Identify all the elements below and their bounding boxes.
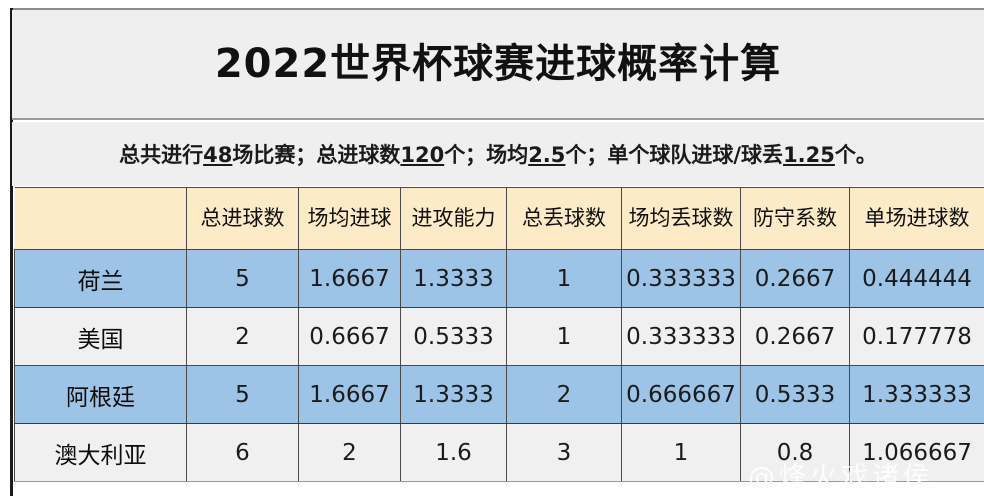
column-header-total-conceded[interactable]: 总丢球数 xyxy=(506,187,622,250)
cell-attack-power[interactable]: 0.5333 xyxy=(400,307,507,366)
cell-defense-coef[interactable]: 0.2667 xyxy=(740,249,850,308)
column-header-team[interactable] xyxy=(14,187,187,250)
cell-conceded-per-match[interactable]: 0.666667 xyxy=(621,365,741,424)
summary-part-5: 个。 xyxy=(834,143,877,167)
cell-conceded-per-match[interactable]: 0.333333 xyxy=(621,249,741,308)
title-band: 2022世界杯球赛进球概率计算 xyxy=(12,10,984,120)
summary-value-avg-goals: 2.5 xyxy=(528,143,566,167)
summary-part-2: 场比赛；总进球数 xyxy=(232,143,401,167)
cell-attack-power[interactable]: 1.3333 xyxy=(400,365,507,424)
table-row[interactable]: 荷兰 5 1.6667 1.3333 1 0.333333 0.2667 0.4… xyxy=(14,249,984,308)
cell-total-conceded[interactable]: 1 xyxy=(506,307,622,366)
summary-value-team-ratio: 1.25 xyxy=(783,143,835,167)
column-header-goals-per-match[interactable]: 场均进球 xyxy=(298,187,401,250)
cell-team[interactable]: 阿根廷 xyxy=(14,365,187,424)
column-header-total-goals[interactable]: 总进球数 xyxy=(186,187,299,250)
cell-team[interactable]: 荷兰 xyxy=(14,249,187,308)
page-title: 2022世界杯球赛进球概率计算 xyxy=(214,41,782,87)
cell-total-conceded[interactable]: 1 xyxy=(506,249,622,308)
stats-table: 总进球数 场均进球 进攻能力 总丢球数 场均丢球数 防守系数 单场进球数 荷兰 … xyxy=(14,187,984,482)
cell-goals-per-match[interactable]: 0.6667 xyxy=(298,307,401,366)
cell-total-conceded[interactable]: 3 xyxy=(506,423,622,482)
cell-goals-single-match[interactable]: 1.333333 xyxy=(849,365,984,424)
cell-goals-per-match[interactable]: 1.6667 xyxy=(298,365,401,424)
column-header-defense-coef[interactable]: 防守系数 xyxy=(740,187,850,250)
table-row[interactable]: 美国 2 0.6667 0.5333 1 0.333333 0.2667 0.1… xyxy=(14,307,984,366)
column-header-conceded-per-match[interactable]: 场均丢球数 xyxy=(621,187,741,250)
cell-goals-single-match[interactable]: 0.444444 xyxy=(849,249,984,308)
column-header-goals-single-match[interactable]: 单场进球数 xyxy=(849,187,984,250)
cell-goals-single-match[interactable]: 1.066667 xyxy=(849,423,984,482)
cell-conceded-per-match[interactable]: 0.333333 xyxy=(621,307,741,366)
summary-value-matches: 48 xyxy=(203,143,233,167)
table-row[interactable]: 阿根廷 5 1.6667 1.3333 2 0.666667 0.5333 1.… xyxy=(14,365,984,424)
cell-team[interactable]: 美国 xyxy=(14,307,187,366)
cell-total-conceded[interactable]: 2 xyxy=(506,365,622,424)
cell-conceded-per-match[interactable]: 1 xyxy=(621,423,741,482)
table-header-row: 总进球数 场均进球 进攻能力 总丢球数 场均丢球数 防守系数 单场进球数 xyxy=(14,187,984,250)
cell-goals-single-match[interactable]: 0.177778 xyxy=(849,307,984,366)
cell-attack-power[interactable]: 1.3333 xyxy=(400,249,507,308)
summary-text: 总共进行48场比赛；总进球数120个；场均2.5个；单个球队进球/球丢1.25个… xyxy=(119,139,877,169)
sheet-top-border xyxy=(10,8,984,10)
summary-value-total-goals: 120 xyxy=(400,143,445,167)
summary-part-1: 总共进行 xyxy=(119,143,204,167)
cell-total-goals[interactable]: 6 xyxy=(186,423,299,482)
sheet-left-border xyxy=(10,8,13,496)
table-row[interactable]: 澳大利亚 6 2 1.6 3 1 0.8 1.066667 xyxy=(14,423,984,482)
cell-goals-per-match[interactable]: 1.6667 xyxy=(298,249,401,308)
cell-defense-coef[interactable]: 0.5333 xyxy=(740,365,850,424)
cell-total-goals[interactable]: 5 xyxy=(186,365,299,424)
cell-team[interactable]: 澳大利亚 xyxy=(14,423,187,482)
cell-total-goals[interactable]: 5 xyxy=(186,249,299,308)
summary-part-3: 个；场均 xyxy=(444,143,529,167)
cell-total-goals[interactable]: 2 xyxy=(186,307,299,366)
summary-part-4: 个；单个球队进球/球丢 xyxy=(565,143,784,167)
cell-defense-coef[interactable]: 0.8 xyxy=(740,423,850,482)
cell-attack-power[interactable]: 1.6 xyxy=(400,423,507,482)
summary-band: 总共进行48场比赛；总进球数120个；场均2.5个；单个球队进球/球丢1.25个… xyxy=(12,122,984,186)
cell-defense-coef[interactable]: 0.2667 xyxy=(740,307,850,366)
cell-goals-per-match[interactable]: 2 xyxy=(298,423,401,482)
column-header-attack-power[interactable]: 进攻能力 xyxy=(400,187,507,250)
